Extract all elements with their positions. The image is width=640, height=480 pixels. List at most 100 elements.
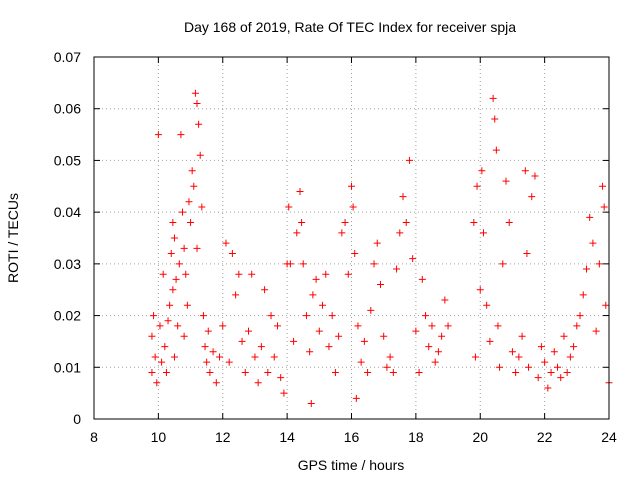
- x-tick-label: 24: [601, 429, 617, 445]
- data-point: [315, 327, 323, 335]
- data-point: [312, 275, 320, 283]
- data-point: [402, 218, 410, 226]
- data-point: [222, 239, 230, 247]
- data-point: [582, 265, 590, 273]
- data-point: [185, 198, 193, 206]
- data-point: [238, 337, 246, 345]
- data-point: [438, 332, 446, 340]
- y-tick-label: 0: [73, 411, 81, 427]
- data-point: [180, 244, 188, 252]
- data-point: [418, 275, 426, 283]
- data-point: [235, 270, 243, 278]
- data-point: [241, 368, 249, 376]
- data-point: [306, 348, 314, 356]
- data-point: [203, 358, 211, 366]
- data-point: [219, 322, 227, 330]
- data-point: [299, 260, 307, 268]
- data-point: [277, 374, 285, 382]
- data-point: [174, 322, 182, 330]
- data-point: [505, 218, 513, 226]
- data-point: [352, 394, 360, 402]
- data-point: [201, 343, 209, 351]
- y-axis-label: ROTI / TECUs: [5, 193, 21, 283]
- plot-frame: [93, 56, 610, 420]
- data-point: [228, 250, 236, 258]
- data-point: [188, 167, 196, 175]
- data-point: [254, 379, 262, 387]
- data-point: [264, 368, 272, 376]
- data-point: [537, 343, 545, 351]
- data-point: [257, 343, 265, 351]
- data-point: [148, 368, 156, 376]
- data-point: [286, 260, 294, 268]
- x-tick-label: 8: [90, 429, 98, 445]
- data-point: [434, 348, 442, 356]
- data-point: [164, 317, 172, 325]
- y-tick-labels: 0 0.01 0.02 0.03 0.04 0.05 0.06 0.07: [54, 49, 81, 427]
- data-point: [179, 208, 187, 216]
- data-point: [531, 172, 539, 180]
- data-point: [261, 286, 269, 294]
- data-point: [159, 270, 167, 278]
- data-point: [383, 363, 391, 371]
- data-point: [166, 301, 174, 309]
- data-point: [158, 358, 166, 366]
- data-point: [151, 353, 159, 361]
- data-point: [528, 193, 536, 201]
- data-point: [191, 89, 199, 97]
- x-tick-label: 10: [151, 429, 167, 445]
- data-point: [169, 286, 177, 294]
- data-point: [444, 322, 452, 330]
- data-point: [492, 146, 500, 154]
- data-point: [167, 250, 175, 258]
- data-point: [589, 239, 597, 247]
- data-point: [154, 131, 162, 139]
- data-point: [193, 100, 201, 108]
- data-point: [547, 368, 555, 376]
- data-point: [206, 368, 214, 376]
- data-point: [248, 270, 256, 278]
- data-point: [199, 312, 207, 320]
- data-point: [344, 270, 352, 278]
- data-point: [367, 306, 375, 314]
- data-point: [376, 281, 384, 289]
- x-axis-label: GPS time / hours: [298, 457, 405, 473]
- data-point: [172, 275, 180, 283]
- data-point: [273, 322, 281, 330]
- data-points: [148, 89, 613, 407]
- y-tick-label: 0.03: [54, 256, 81, 272]
- data-point: [161, 343, 169, 351]
- data-point: [515, 353, 523, 361]
- data-point: [563, 368, 571, 376]
- data-point: [386, 353, 394, 361]
- data-point: [599, 182, 607, 190]
- data-point: [212, 379, 220, 387]
- data-point: [557, 374, 565, 382]
- data-point: [600, 203, 608, 211]
- data-point: [225, 358, 233, 366]
- data-point: [412, 327, 420, 335]
- data-point: [319, 301, 327, 309]
- data-point: [425, 343, 433, 351]
- data-point: [195, 120, 203, 128]
- data-point: [296, 187, 304, 195]
- data-point: [331, 368, 339, 376]
- y-tick-label: 0.04: [54, 204, 81, 220]
- data-point: [328, 312, 336, 320]
- data-point: [370, 260, 378, 268]
- data-point: [473, 182, 481, 190]
- data-point: [322, 270, 330, 278]
- data-point: [156, 322, 164, 330]
- data-point: [280, 389, 288, 397]
- data-point: [175, 260, 183, 268]
- data-point: [502, 177, 510, 185]
- data-point: [169, 218, 177, 226]
- data-point: [187, 218, 195, 226]
- data-point: [198, 203, 206, 211]
- data-point: [595, 260, 603, 268]
- data-point: [541, 358, 549, 366]
- data-point: [496, 363, 504, 371]
- data-point: [170, 234, 178, 242]
- x-tick-label: 12: [215, 429, 231, 445]
